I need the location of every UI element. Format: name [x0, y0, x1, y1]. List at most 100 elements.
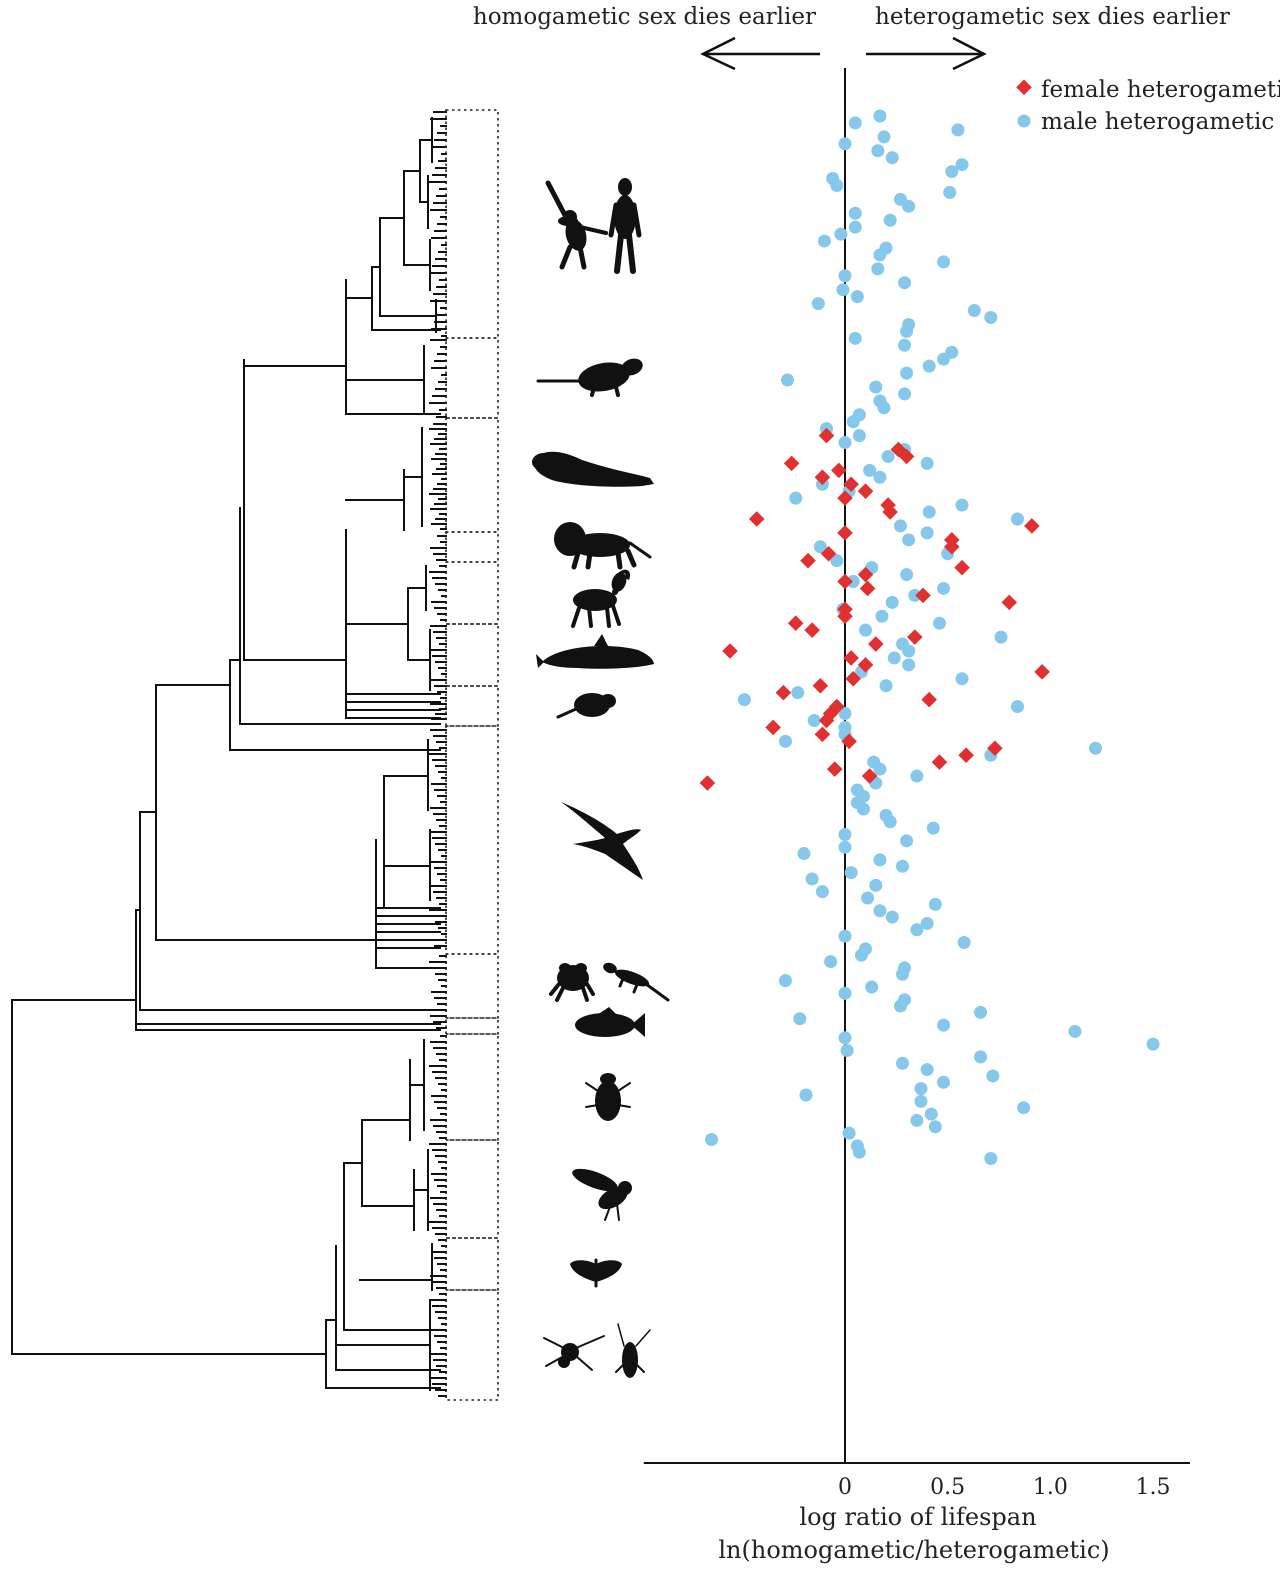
- female-heterogametic-point: [775, 684, 792, 701]
- female-heterogametic-point: [845, 671, 861, 687]
- male-heterogametic-point: [893, 519, 907, 533]
- female-heterogametic-point: [931, 754, 948, 770]
- legend-label-female: female heterogametic: [1041, 77, 1280, 103]
- male-heterogametic-point: [924, 1107, 938, 1121]
- male-heterogametic-point: [875, 609, 889, 623]
- shape: [575, 1335, 605, 1349]
- x-tick-label: 0: [838, 1475, 852, 1500]
- male-heterogametic-point: [881, 449, 895, 463]
- male-heterogametic-point: [895, 859, 909, 873]
- female-heterogametic-point: [859, 580, 876, 597]
- shape: [631, 1013, 645, 1037]
- male-heterogametic-point: [1010, 512, 1024, 526]
- taxon-silhouettes: [532, 178, 670, 1378]
- male-heterogametic-point: [850, 290, 864, 304]
- female-heterogametic-point: [907, 629, 923, 645]
- spider-icon: [543, 1335, 605, 1371]
- male-heterogametic-point: [824, 955, 838, 969]
- female-heterogametic-point: [1034, 664, 1050, 680]
- male-heterogametic-point: [873, 470, 887, 484]
- moth-icon: [570, 1258, 622, 1288]
- shape: [614, 385, 620, 397]
- male-heterogametic-point: [817, 234, 831, 248]
- male-heterogametic-point: [813, 540, 827, 554]
- shape: [545, 180, 571, 224]
- male-heterogametic-point: [910, 923, 924, 937]
- shape: [618, 178, 632, 196]
- male-heterogametic-point: [902, 658, 916, 672]
- male-heterogametic-point: [873, 109, 887, 123]
- fly-icon: [572, 1168, 632, 1221]
- x-tick-label: 1.0: [1033, 1475, 1068, 1500]
- female-heterogametic-point: [826, 761, 843, 777]
- clade-box: [445, 1237, 499, 1291]
- male-heterogametic-point: [873, 904, 887, 918]
- male-heterogametic-point: [914, 1094, 928, 1108]
- x-axis-ticks: 0 0.5 1.0 1.5: [838, 1475, 1171, 1500]
- shape: [543, 1337, 565, 1349]
- male-heterogametic-point: [984, 1152, 998, 1166]
- male-heterogametic-point: [900, 568, 914, 582]
- male-heterogametic-point: [854, 948, 868, 962]
- male-heterogametic-point: [838, 436, 852, 450]
- male-heterogametic-point: [994, 630, 1008, 644]
- direction-label-right: heterogametic sex dies earlier: [875, 4, 1230, 30]
- male-heterogametic-point: [869, 380, 883, 394]
- female-heterogametic-point: [943, 538, 960, 555]
- male-heterogametic-point: [793, 1012, 807, 1026]
- male-heterogametic-point: [937, 1018, 951, 1032]
- clade-box: [445, 109, 499, 339]
- male-heterogametic-point: [830, 178, 844, 192]
- shape: [575, 963, 587, 973]
- data-points: [699, 109, 1160, 1166]
- shape: [617, 569, 631, 580]
- male-heterogametic-point: [805, 872, 819, 886]
- clade-box: [445, 1289, 499, 1401]
- clade-box: [445, 561, 499, 625]
- male-heterogametic-point: [945, 165, 959, 179]
- shape: [559, 244, 573, 270]
- male-heterogametic-point: [781, 373, 795, 387]
- male-heterogametic-point: [895, 967, 909, 981]
- male-heterogametic-point: [885, 595, 899, 609]
- shape: [617, 1104, 631, 1108]
- legend-swatch-male: [1017, 114, 1031, 128]
- male-heterogametic-point: [887, 651, 901, 665]
- shape: [577, 244, 587, 270]
- male-heterogametic-point: [859, 623, 873, 637]
- shape: [622, 1342, 638, 1378]
- male-heterogametic-point: [986, 1069, 1000, 1083]
- shape: [533, 451, 654, 487]
- shape: [617, 1082, 631, 1092]
- shape: [585, 550, 593, 570]
- seal-icon: [532, 451, 654, 487]
- shape: [631, 202, 642, 238]
- shape: [597, 1007, 617, 1015]
- female-heterogametic-point: [843, 650, 859, 666]
- x-axis-label-line2: ln(homogametic/heterogametic): [718, 1536, 1109, 1564]
- male-heterogametic-point: [737, 693, 751, 707]
- male-heterogametic-point: [807, 713, 821, 727]
- male-heterogametic-point: [902, 644, 916, 658]
- shape: [600, 694, 616, 708]
- male-heterogametic-point: [778, 974, 792, 988]
- shape: [644, 982, 670, 1002]
- male-heterogametic-point: [974, 1005, 988, 1019]
- male-heterogametic-point: [797, 847, 811, 861]
- male-heterogametic-point: [920, 916, 934, 930]
- male-heterogametic-point: [937, 581, 951, 595]
- male-heterogametic-point: [928, 897, 942, 911]
- shape: [616, 1203, 620, 1221]
- shape: [590, 385, 596, 397]
- male-heterogametic-point: [873, 762, 887, 776]
- female-heterogametic-point: [857, 566, 874, 583]
- shape: [572, 1168, 618, 1192]
- female-heterogametic-point: [814, 726, 831, 743]
- shape: [542, 646, 654, 669]
- male-heterogametic-point: [852, 1145, 866, 1159]
- male-heterogametic-point: [842, 1126, 856, 1140]
- male-heterogametic-point: [967, 304, 981, 318]
- clade-box: [445, 531, 499, 563]
- male-heterogametic-point: [848, 116, 862, 130]
